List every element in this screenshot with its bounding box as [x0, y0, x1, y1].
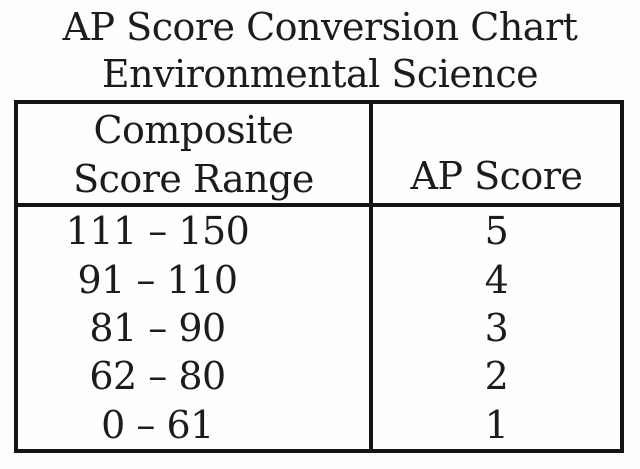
table-row-2-range: 91 – 110 — [18, 255, 373, 304]
score-value: 2 — [484, 354, 509, 399]
header-ap-score-label: AP Score — [410, 154, 583, 198]
chart-title: AP Score Conversion Chart Environmental … — [0, 4, 640, 98]
range-value: 81 – 90 — [89, 305, 226, 350]
score-value: 3 — [484, 305, 509, 350]
header-cell-ap-score: AP Score — [373, 104, 620, 207]
chart-title-line1: AP Score Conversion Chart — [62, 5, 578, 49]
header-composite-line2: Score Range — [73, 156, 314, 201]
table-row-1-range: 111 – 150 — [18, 207, 373, 256]
header-cell-composite-score-range: Composite Score Range — [18, 104, 373, 207]
table-row-4-range: 62 – 80 — [18, 352, 373, 401]
conversion-table: Composite Score Range AP Score 111 – 150… — [14, 100, 624, 453]
chart-title-line2: Environmental Science — [101, 52, 539, 96]
table-row-5-score: 1 — [373, 401, 620, 449]
range-value: 62 – 80 — [89, 354, 226, 399]
table-row-3-range: 81 – 90 — [18, 303, 373, 353]
table-row-2-score: 4 — [373, 255, 620, 303]
range-value: 91 – 110 — [77, 257, 238, 302]
table-row-5-range: 0 – 61 — [18, 400, 373, 449]
table-row-1-score: 5 — [373, 207, 620, 255]
range-value: 111 – 150 — [65, 209, 250, 254]
score-value: 5 — [484, 209, 509, 254]
range-value: 0 – 61 — [101, 402, 214, 447]
table-row-3-score: 3 — [373, 304, 620, 352]
score-value: 1 — [484, 402, 509, 447]
score-value: 4 — [484, 257, 509, 302]
header-composite-line1: Composite — [93, 107, 294, 152]
table-row-4-score: 2 — [373, 352, 620, 400]
